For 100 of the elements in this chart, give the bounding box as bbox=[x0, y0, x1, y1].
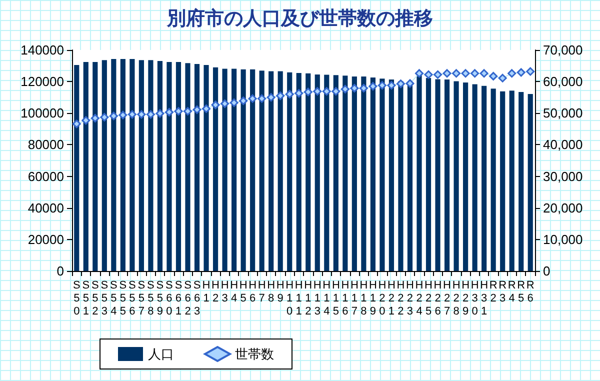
bar bbox=[463, 82, 468, 271]
x-tick-label: H30 bbox=[470, 280, 479, 318]
point bbox=[396, 80, 405, 88]
x-tick-label: S59 bbox=[156, 280, 164, 318]
x-tick-label: R2 bbox=[489, 280, 498, 304]
bar bbox=[120, 59, 126, 271]
y2-tick-label: 20,000 bbox=[543, 200, 583, 216]
x-tick-label: H18 bbox=[360, 280, 368, 318]
point bbox=[239, 96, 248, 106]
x-tick-label: S57 bbox=[138, 280, 146, 318]
y-tick-label: 140000 bbox=[20, 42, 64, 58]
point bbox=[164, 108, 174, 116]
x-tick-label: H23 bbox=[406, 280, 414, 318]
bar bbox=[259, 70, 264, 271]
point bbox=[82, 116, 90, 125]
bar bbox=[296, 73, 302, 271]
x-tick-label: H1 bbox=[202, 280, 210, 304]
bar bbox=[130, 59, 135, 271]
x-tick-label: H9 bbox=[276, 280, 284, 304]
bar bbox=[500, 91, 506, 271]
point bbox=[137, 110, 146, 119]
x-tick-label: H15 bbox=[332, 280, 340, 318]
point bbox=[340, 84, 350, 94]
x-tick-label: R6 bbox=[526, 280, 534, 304]
bar bbox=[333, 75, 338, 271]
point bbox=[461, 69, 470, 78]
x-tick-label: H7 bbox=[258, 280, 266, 304]
y-tick-label: 80000 bbox=[28, 137, 64, 152]
point bbox=[100, 112, 109, 122]
bar bbox=[212, 67, 218, 271]
point bbox=[230, 98, 238, 107]
x-tick-label: H22 bbox=[396, 280, 405, 318]
point bbox=[452, 69, 461, 78]
x-tick-label: H27 bbox=[443, 280, 452, 318]
bar bbox=[278, 71, 283, 271]
point bbox=[480, 69, 488, 78]
x-tick-label: S51 bbox=[82, 280, 90, 318]
x-tick-label: H2 bbox=[212, 280, 220, 304]
y-tick-label: 0 bbox=[56, 264, 64, 278]
point bbox=[332, 87, 340, 96]
x-tick-label: H26 bbox=[434, 280, 442, 318]
bar bbox=[388, 80, 394, 271]
point bbox=[192, 105, 202, 114]
bar bbox=[204, 64, 209, 271]
bar bbox=[342, 76, 348, 271]
point bbox=[406, 79, 414, 88]
x-tick-label: H6 bbox=[248, 280, 257, 304]
y-tick-label: 60000 bbox=[28, 168, 64, 184]
point bbox=[211, 100, 220, 110]
point bbox=[470, 69, 480, 78]
point bbox=[322, 87, 331, 96]
y2-tick-label: 10,000 bbox=[543, 232, 583, 247]
bar bbox=[194, 64, 200, 271]
bar bbox=[92, 62, 98, 271]
x-tick-label: R4 bbox=[508, 280, 516, 304]
point bbox=[90, 114, 100, 122]
bar bbox=[518, 92, 524, 271]
bar bbox=[370, 77, 376, 271]
point bbox=[109, 112, 118, 120]
x-tick-label: H20 bbox=[378, 280, 386, 318]
x-tick-label: H29 bbox=[462, 280, 470, 318]
y-tick-label: 120000 bbox=[20, 74, 64, 90]
bar bbox=[352, 76, 357, 271]
x-tick-label: S54 bbox=[110, 280, 118, 318]
point bbox=[313, 87, 322, 96]
point bbox=[174, 107, 183, 116]
point bbox=[387, 81, 396, 90]
y-tick-label: 20000 bbox=[28, 232, 64, 247]
x-tick-label: S53 bbox=[100, 280, 108, 318]
bar bbox=[324, 74, 330, 271]
point bbox=[526, 67, 535, 76]
x-tick-label: H5 bbox=[239, 280, 248, 304]
bar bbox=[306, 73, 311, 271]
point bbox=[368, 82, 378, 91]
x-tick-label: S58 bbox=[147, 280, 154, 318]
point bbox=[378, 81, 386, 90]
bar bbox=[74, 64, 80, 271]
bar bbox=[268, 71, 274, 271]
bar bbox=[426, 78, 432, 271]
y2-tick-label: 60,000 bbox=[543, 74, 583, 90]
x-tick-label: R3 bbox=[498, 280, 507, 304]
x-tick-label: H17 bbox=[350, 280, 358, 318]
point bbox=[72, 120, 81, 128]
legend-label: 世帯数 bbox=[235, 346, 274, 362]
x-tick-label: H4 bbox=[230, 280, 238, 304]
point bbox=[508, 69, 516, 78]
x-tick-label: S56 bbox=[128, 280, 136, 318]
point bbox=[146, 110, 155, 119]
y2-tick-label: 0 bbox=[543, 264, 550, 278]
x-tick-label: S62 bbox=[184, 280, 192, 318]
x-tick-label: H31 bbox=[480, 280, 488, 318]
point bbox=[248, 94, 257, 103]
point bbox=[202, 104, 211, 113]
point bbox=[220, 99, 230, 108]
point bbox=[128, 110, 136, 119]
y2-tick-label: 30,000 bbox=[543, 168, 583, 184]
x-tick-label: S60 bbox=[166, 280, 173, 318]
y2-tick-label: 70,000 bbox=[543, 42, 583, 58]
x-tick-label: H14 bbox=[322, 280, 331, 318]
bar bbox=[240, 69, 246, 271]
